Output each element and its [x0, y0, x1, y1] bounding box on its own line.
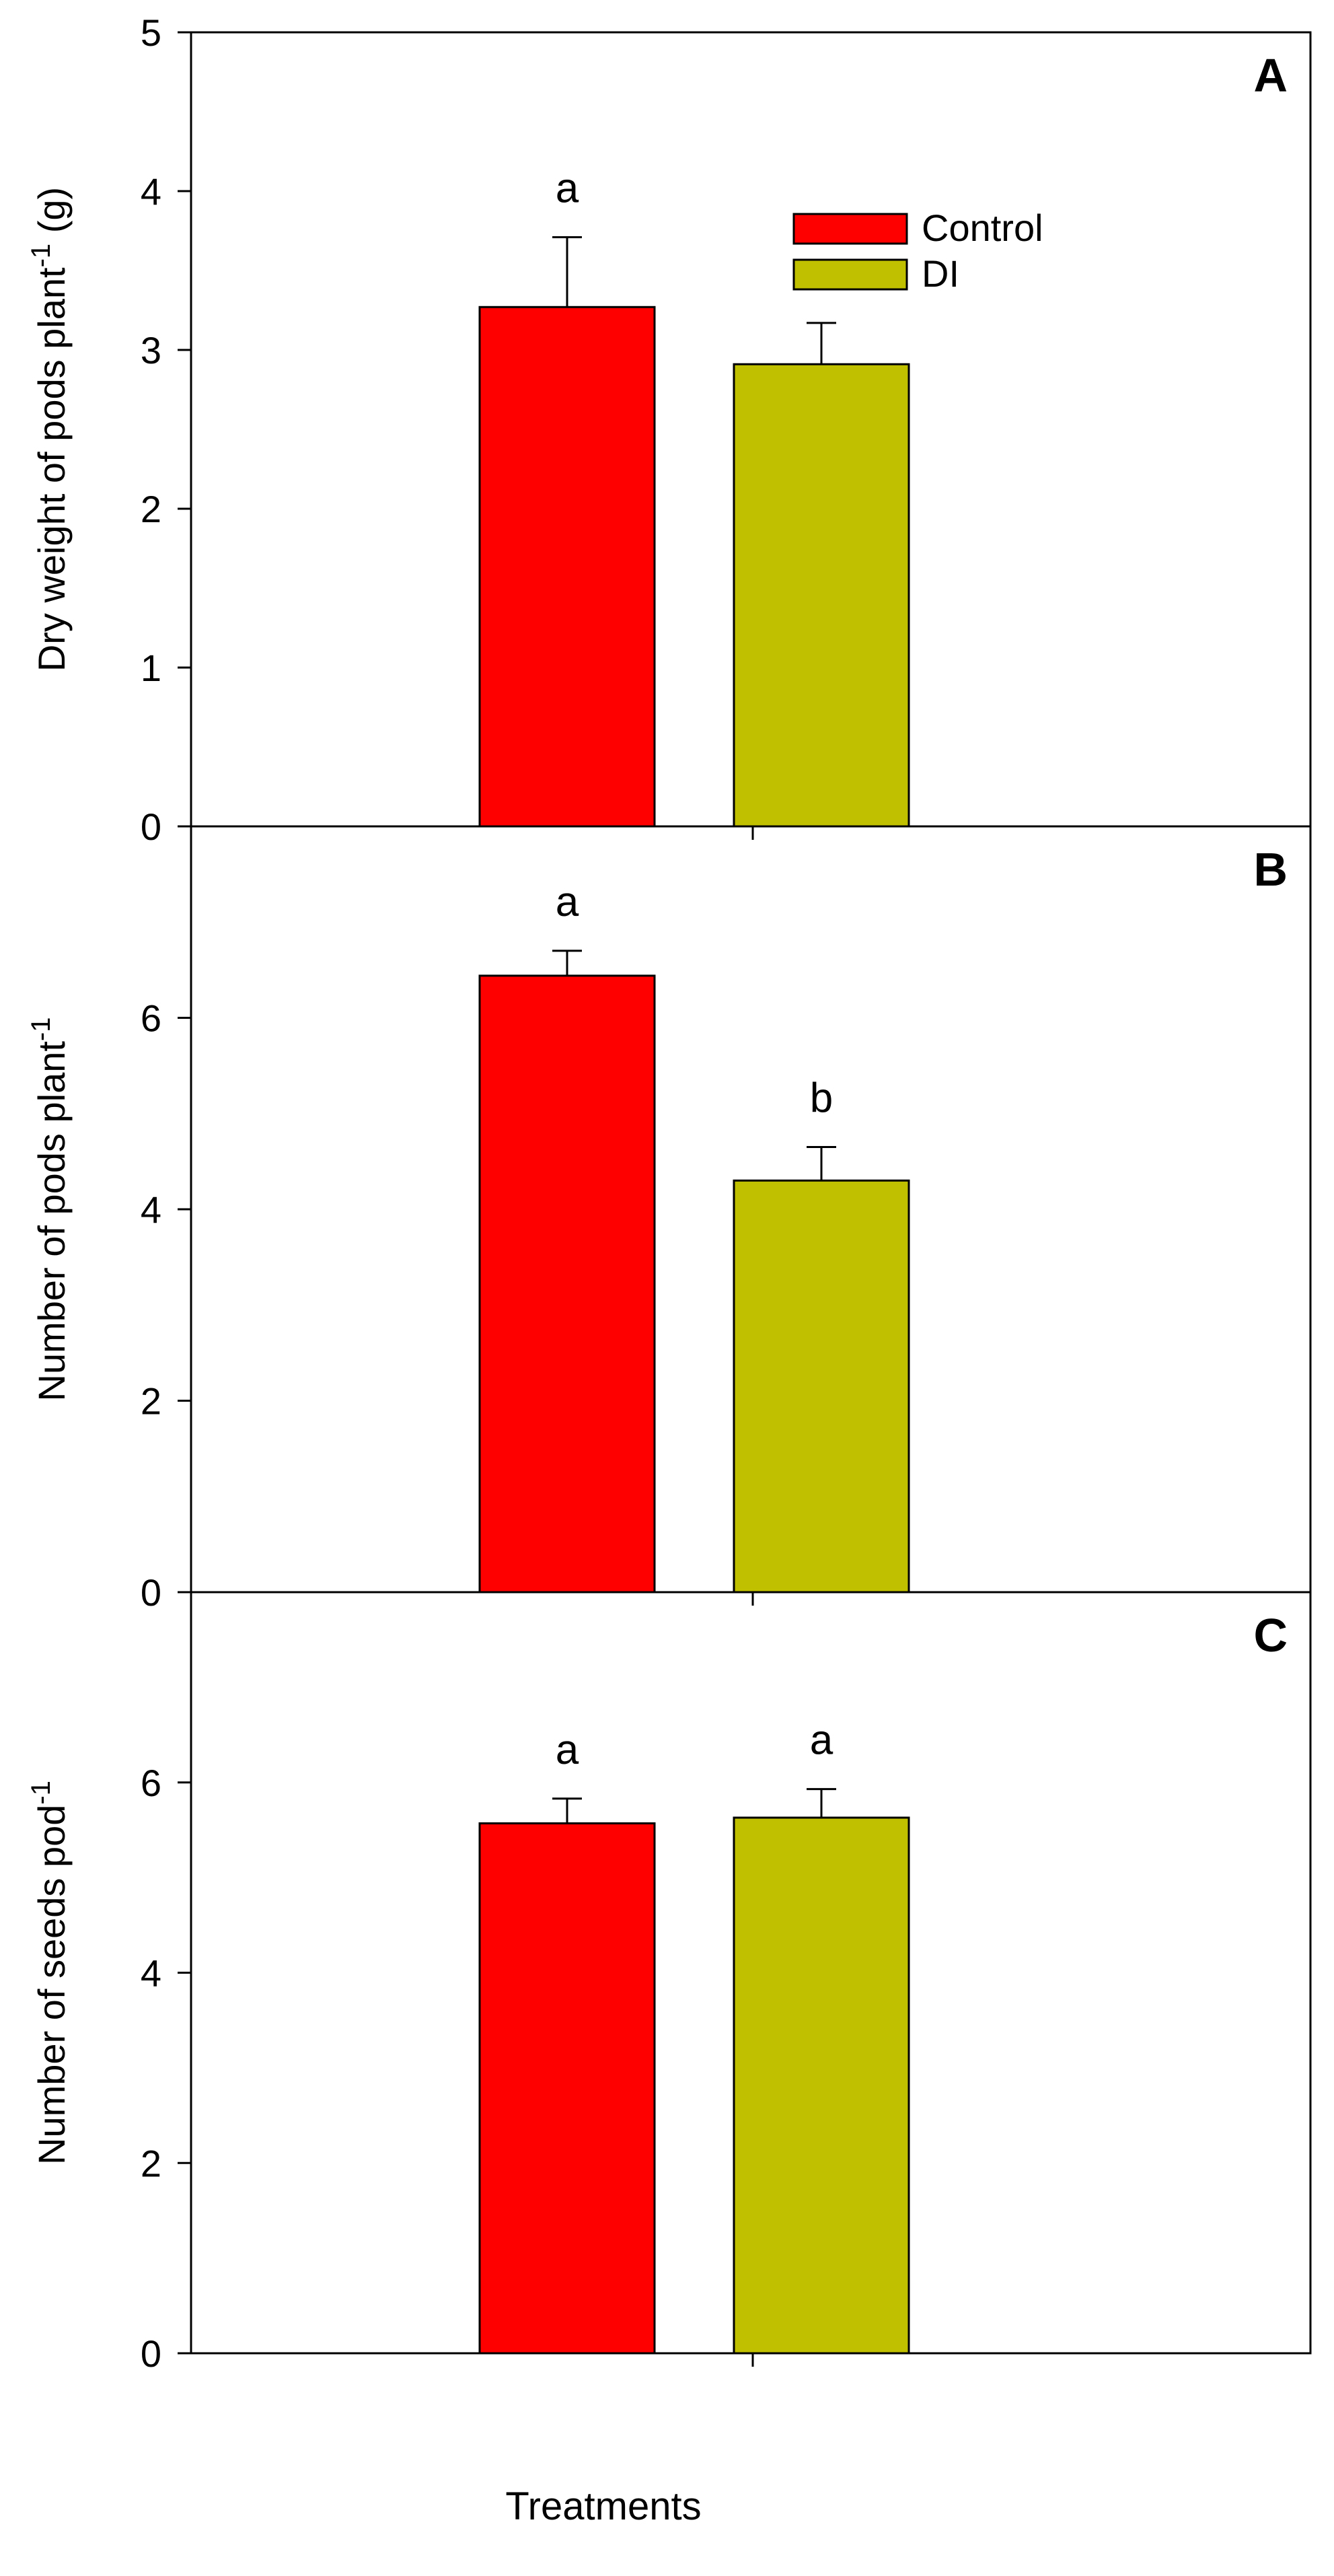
- significance-letter: a: [556, 879, 579, 925]
- y-axis-label-text: Dry weight of pods plant: [30, 267, 73, 672]
- bar-di: [733, 363, 910, 828]
- y-tick-label: 6: [141, 1762, 161, 1804]
- y-axis-label-suffix: (g): [30, 187, 73, 244]
- y-tick-label: 0: [141, 806, 161, 848]
- y-tick-label: 2: [141, 2142, 161, 2184]
- legend-swatch-control: [792, 213, 908, 245]
- y-tick-label: 5: [141, 11, 161, 54]
- y-tick-label: 4: [141, 1188, 161, 1231]
- bar-di: [733, 1179, 910, 1594]
- y-axis-label-superscript: -1: [26, 1781, 56, 1805]
- significance-letter: a: [556, 1727, 579, 1773]
- y-axis-label-text: Number of seeds pod: [30, 1805, 73, 2165]
- significance-letter: b: [810, 1075, 833, 1122]
- panel-label: C: [1253, 1609, 1288, 1661]
- y-tick-label: 0: [141, 1571, 161, 1614]
- legend-label: DI: [922, 252, 959, 295]
- y-axis-label-superscript: -1: [26, 244, 56, 268]
- chart-panel-a: 012345aaADry weight of pods plant-1 (g)C…: [26, 11, 1312, 848]
- significance-letter: a: [810, 1717, 833, 1764]
- y-axis-label-text: Number of pods plant: [30, 1041, 73, 1402]
- y-axis-label: Number of pods plant-1: [26, 1017, 73, 1402]
- legend-swatch-di: [792, 258, 908, 291]
- x-axis-label: Treatments: [505, 2484, 701, 2528]
- chart-panel-c: 0 2 4 6 a a C Number of seeds pod-1: [26, 1591, 1312, 2375]
- bar-di: [733, 1816, 910, 2355]
- panel-label: B: [1253, 843, 1288, 896]
- significance-letter: a: [556, 165, 579, 211]
- y-axis-label: Dry weight of pods plant-1 (g): [26, 187, 73, 672]
- y-tick-label: 3: [141, 329, 161, 371]
- bar-control: [478, 974, 656, 1594]
- y-axis-label: Number of seeds pod-1: [26, 1781, 73, 2165]
- y-tick-label: 0: [141, 2332, 161, 2375]
- bar-control: [478, 1822, 656, 2355]
- y-axis-label-superscript: -1: [26, 1017, 56, 1042]
- y-tick-label: 1: [141, 647, 161, 689]
- y-tick-label: 4: [141, 170, 161, 213]
- chart-panel-b: 0 2 4 6 a b B Number of pods plant-1: [26, 825, 1312, 1614]
- legend-label: Control: [922, 207, 1043, 249]
- y-tick-label: 2: [141, 1380, 161, 1423]
- bar-control: [478, 306, 656, 828]
- y-tick-label: 6: [141, 997, 161, 1040]
- y-tick-label: 4: [141, 1952, 161, 1995]
- y-tick-label: 2: [141, 488, 161, 530]
- panel-label: A: [1253, 49, 1288, 102]
